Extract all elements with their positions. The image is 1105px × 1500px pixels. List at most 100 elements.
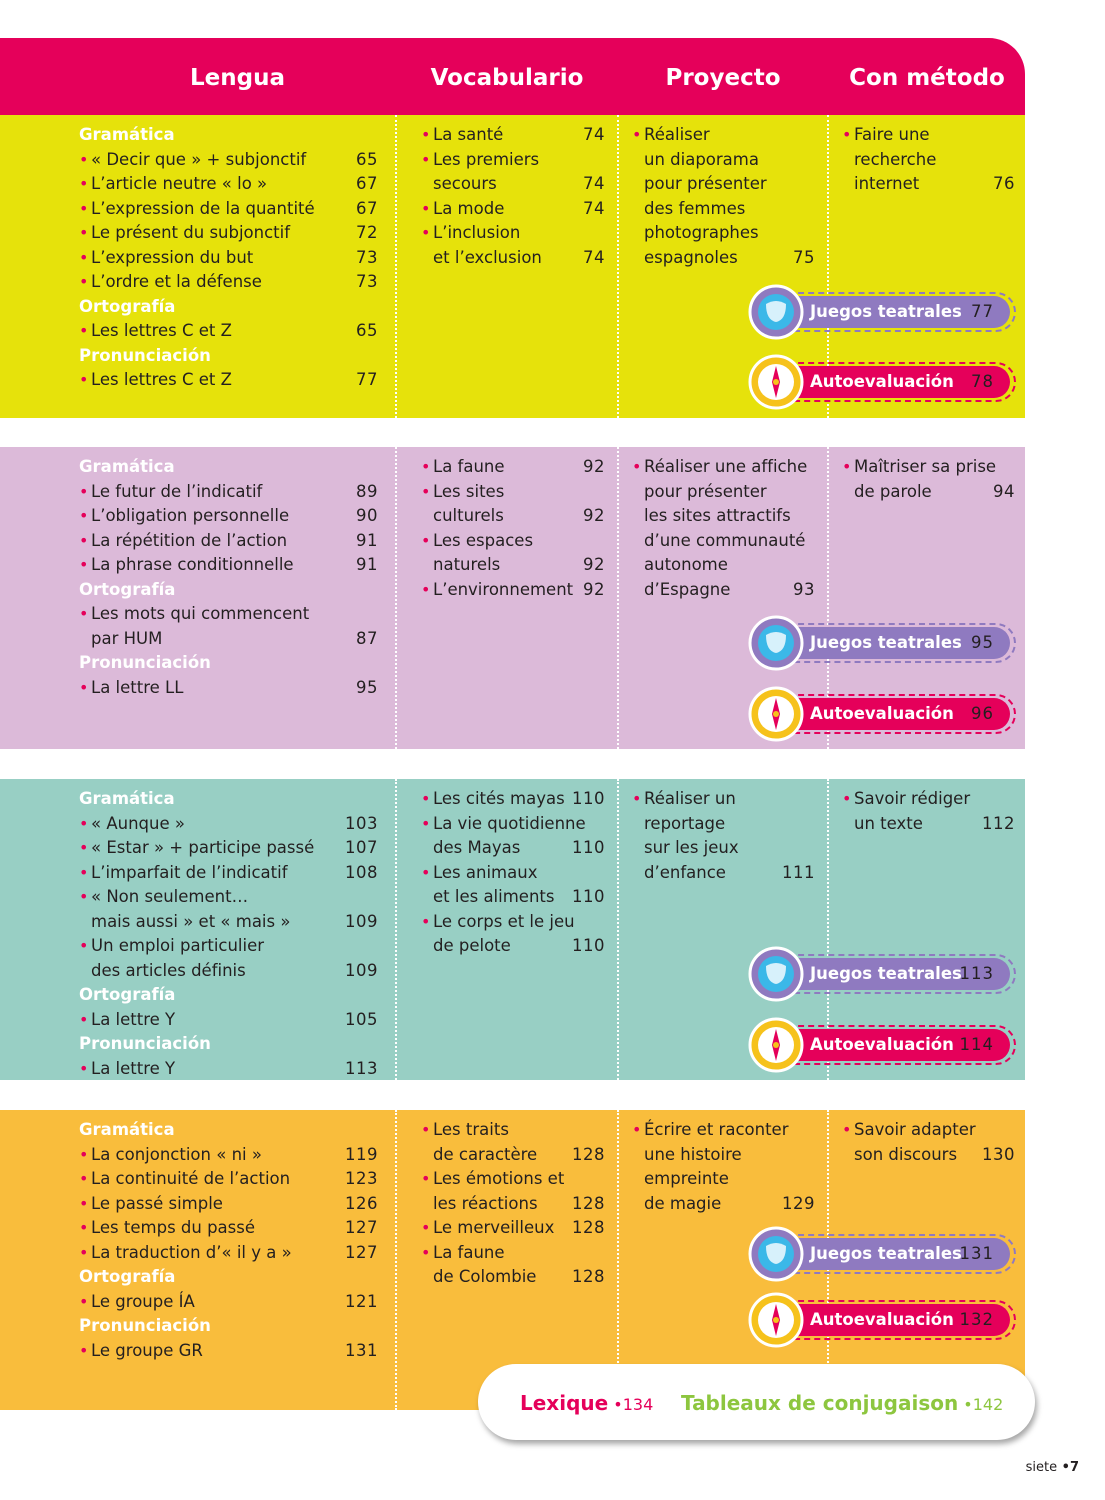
page-ref: 121 xyxy=(345,1291,378,1311)
page-ref: 109 xyxy=(345,911,378,931)
badge-body xyxy=(770,958,1010,990)
entry-line: espagnoles xyxy=(644,247,738,267)
badge-icon xyxy=(748,615,804,671)
badge-page: 132 xyxy=(959,1310,994,1329)
entry: La lettre Y 105 xyxy=(79,1008,378,1033)
badge-body xyxy=(770,627,1010,659)
entry-line: de parole xyxy=(854,481,932,501)
entry-line: Le présent du subjonctif xyxy=(91,223,291,242)
entry: Les animaux et les aliments 110 xyxy=(421,861,605,910)
section-items: « Aunque » 103 « Estar » + participe passé… xyxy=(79,812,378,984)
page-ref: 128 xyxy=(572,1144,605,1164)
badge-page: 77 xyxy=(971,302,994,321)
entry-line: Le passé simple xyxy=(91,1193,223,1213)
section-heading: Gramática xyxy=(79,1120,175,1139)
entry: Les premiers secours 74 xyxy=(421,148,605,197)
entry-line: La conjonction « ni » xyxy=(91,1144,262,1164)
page-ref: 74 xyxy=(583,174,605,193)
separator xyxy=(395,447,397,749)
lengua-column: Gramática Le futur de l’indicatif 89 L’obli… xyxy=(79,447,378,749)
metodo-column: Faire une recherche internet 76 xyxy=(842,115,1015,418)
page-ref: 95 xyxy=(356,677,378,697)
proyecto-column: Écrire et raconter une histoire empreinte d… xyxy=(632,1110,815,1410)
entry: La lettre LL 95 xyxy=(79,676,378,701)
unit-band: Gramática « Aunque » 103 « Estar » + partic… xyxy=(0,779,1025,1082)
entry-line: de Colombie xyxy=(433,1267,537,1286)
entry-line: La traduction d’« il y a » xyxy=(91,1242,292,1262)
page-ref: 76 xyxy=(993,174,1015,193)
entry: Réaliser un diaporama pour présenter des fe… xyxy=(632,123,815,270)
entry-line: Maîtriser sa prise xyxy=(854,457,997,476)
entry-line: L’article neutre « lo » xyxy=(91,174,268,193)
page-ref: 128 xyxy=(572,1193,605,1213)
separator xyxy=(827,115,829,418)
entry: La répétition de l’action 91 xyxy=(79,529,378,554)
section-items: La lettre Y 113 xyxy=(79,1057,378,1082)
page-num: 7 xyxy=(1057,1460,1079,1475)
annex-box: Lexique134 Tableaux de conjugaison142 xyxy=(478,1364,1035,1440)
separator xyxy=(617,779,619,1080)
section-heading: Ortografía xyxy=(79,985,176,1004)
entry: L’ordre et la défense 73 xyxy=(79,270,378,295)
separator xyxy=(617,447,619,749)
entry-line: Les lettres C et Z xyxy=(91,321,232,340)
entry-line: L’imparfait de l’indicatif xyxy=(91,862,288,882)
entry: Le futur de l’indicatif 89 xyxy=(79,480,378,505)
entry: La phrase conditionnelle 91 xyxy=(79,553,378,578)
separator xyxy=(395,1110,397,1410)
entry-line: recherche xyxy=(854,149,937,169)
section-items: Le groupe GR 131 xyxy=(79,1339,378,1364)
page-ref: 112 xyxy=(982,813,1015,833)
entry: L’environnement 92 xyxy=(421,578,605,603)
page-ref: 77 xyxy=(356,370,378,389)
entry-line: et l’exclusion xyxy=(433,247,542,267)
entry-line: Savoir adapter xyxy=(854,1120,976,1139)
entry-line: une histoire xyxy=(644,1144,742,1164)
page-word: siete xyxy=(1025,1460,1058,1475)
page-ref: 92 xyxy=(583,457,605,476)
section-items: La conjonction « ni » 119 La continuité de… xyxy=(79,1143,378,1266)
entry-line: Le groupe ÍA xyxy=(91,1291,195,1311)
page-ref: 127 xyxy=(345,1242,378,1262)
entry-line: culturels xyxy=(433,506,504,525)
page-ref: 91 xyxy=(356,530,378,550)
entry: Un emploi particulier des articles défini… xyxy=(79,934,378,983)
entry-line: « Aunque » xyxy=(91,813,185,833)
entry: La conjonction « ni » 119 xyxy=(79,1143,378,1168)
page-ref: 113 xyxy=(345,1058,378,1078)
page-ref: 74 xyxy=(583,247,605,267)
entry-line: autonome xyxy=(644,555,728,574)
page-ref: 110 xyxy=(572,887,605,906)
separator xyxy=(827,779,829,1080)
entry: La vie quotidienne des Mayas 110 xyxy=(421,812,605,861)
entry-line: La continuité de l’action xyxy=(91,1169,291,1188)
section-items: Les lettres C et Z 77 xyxy=(79,368,378,393)
entry-line: La lettre LL xyxy=(91,677,184,697)
entry-line: La lettre Y xyxy=(91,1009,176,1029)
entry: Le passé simple 126 xyxy=(79,1192,378,1217)
page-ref: 89 xyxy=(356,481,378,501)
entry-line: Réaliser xyxy=(644,125,710,144)
badge-page: 96 xyxy=(971,704,994,723)
entry-line: mais aussi » et « mais » xyxy=(91,911,291,931)
badge-icon xyxy=(748,686,804,742)
badge-icon xyxy=(748,1226,804,1282)
badge-body xyxy=(770,366,1010,398)
entry: Maîtriser sa prise de parole 94 xyxy=(842,455,1015,504)
entry-line: d’enfance xyxy=(644,862,726,882)
entry: La faune de Colombie 128 xyxy=(421,1241,605,1290)
tableaux-title: Tableaux de conjugaison xyxy=(681,1391,959,1415)
vocabulario-column: La faune92Les sitesculturels92Les espace… xyxy=(421,447,605,749)
entry: L’inclusion et l’exclusion 74 xyxy=(421,221,605,270)
lengua-column: Gramática La conjonction « ni » 119 La cont… xyxy=(79,1110,378,1410)
entry: L’expression de la quantité 67 xyxy=(79,197,378,222)
column-title: Con método xyxy=(849,65,1005,91)
entry-line: L’obligation personnelle xyxy=(91,506,290,525)
entry-line: La phrase conditionnelle xyxy=(91,555,294,574)
entry-line: des Mayas xyxy=(433,838,521,857)
entry-line: d’une communauté xyxy=(644,530,806,550)
page-ref: 75 xyxy=(793,247,815,267)
entry: L’imparfait de l’indicatif 108 xyxy=(79,861,378,886)
